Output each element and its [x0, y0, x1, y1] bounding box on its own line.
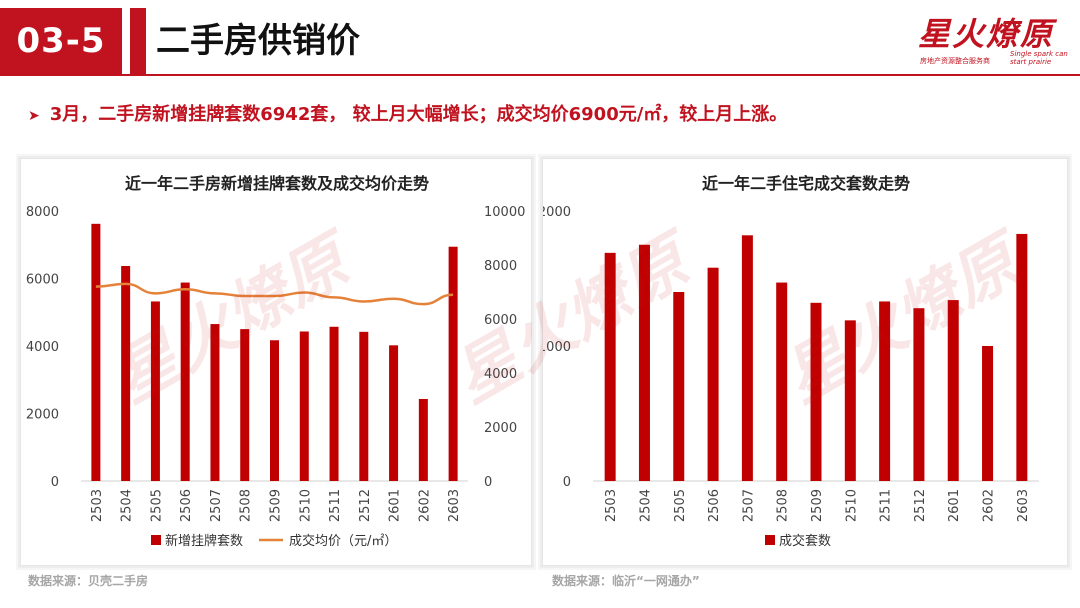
x-tick-label: 2512	[358, 489, 373, 522]
brand-logo: 星火燎原 房地产资源整合服务商 Single spark can start p…	[918, 14, 1068, 72]
y-tick-label: 2000	[26, 408, 59, 423]
bar-2601	[947, 300, 959, 481]
x-tick-label: 2511	[879, 489, 894, 522]
bar-2508	[240, 329, 250, 481]
x-tick-label: 2509	[810, 489, 825, 522]
x-tick-label: 2504	[120, 489, 135, 522]
x-tick-label: 2508	[776, 489, 791, 522]
summary-bullet: ➤ 3月，二手房新增挂牌套数6942套， 较上月大幅增长；成交均价6900元/㎡，…	[28, 100, 787, 126]
x-tick-label: 2509	[269, 489, 284, 522]
y-tick-label: 0	[51, 475, 59, 490]
logo-subtitle-en: Single spark can start prairie	[1010, 50, 1068, 66]
y2-tick-label: 10000	[484, 205, 525, 220]
logo-subtitle-cn: 房地产资源整合服务商	[920, 57, 990, 65]
x-tick-label: 2506	[179, 489, 194, 522]
x-tick-label: 2603	[447, 489, 462, 522]
y-tick-label: 2000	[543, 205, 571, 220]
source-note-left: 数据来源：贝壳二手房	[28, 574, 149, 588]
x-tick-label: 2510	[844, 489, 859, 522]
chart-title: 近一年二手住宅成交套数走势	[702, 174, 910, 193]
y2-tick-label: 6000	[484, 313, 517, 328]
logo-text: 星火燎原	[918, 15, 1055, 53]
bar-2504	[638, 244, 650, 481]
x-tick-label: 2511	[328, 489, 343, 522]
bar-2503	[604, 252, 616, 481]
summary-text: 3月，二手房新增挂牌套数6942套， 较上月大幅增长；成交均价6900元/㎡，较…	[49, 104, 788, 125]
listing-chart-panel: 近一年二手房新增挂牌套数及成交均价走势 0 2000 4000 6000 8000 0 200…	[20, 158, 532, 566]
legend-label: 新增挂牌套数	[165, 533, 243, 549]
bar-2603	[448, 246, 458, 481]
bar-2505	[150, 301, 160, 481]
x-tick-label: 2601	[388, 489, 403, 522]
deal-chart-panel: 近一年二手住宅成交套数走势 0 1000 2000 2503 2504 2505 2506 25…	[542, 158, 1068, 566]
bullet-arrow-icon: ➤	[28, 108, 40, 124]
x-tick-label: 2503	[90, 489, 105, 522]
x-tick-label: 2507	[741, 489, 756, 522]
bar-2511	[329, 326, 339, 481]
title-accent-bar	[130, 8, 146, 74]
x-tick-label: 2512	[913, 489, 928, 522]
x-tick-label: 2508	[239, 489, 254, 522]
y-tick-label: 1000	[543, 340, 571, 355]
page-title: 二手房供销价	[156, 21, 360, 61]
legend-label: 成交均价（元/㎡）	[289, 533, 397, 549]
y-tick-label: 0	[563, 475, 571, 490]
bar-2601	[389, 345, 399, 481]
bar-2508	[776, 282, 788, 481]
x-tick-label: 2504	[638, 489, 653, 522]
x-tick-label: 2602	[982, 489, 997, 522]
listing-price-chart: 近一年二手房新增挂牌套数及成交均价走势 0 2000 4000 6000 8000 0 200…	[26, 174, 525, 549]
bar-2506	[180, 282, 190, 481]
y2-tick-label: 4000	[484, 367, 517, 382]
bar-2505	[673, 292, 685, 481]
page-header: 03-5 二手房供销价 星火燎原 房地产资源整合服务商 Single spark…	[0, 0, 1080, 80]
bar-2510	[844, 320, 856, 481]
x-tick-label: 2603	[1016, 489, 1031, 522]
deal-count-chart: 近一年二手住宅成交套数走势 0 1000 2000 2503 2504 2505 2506 25…	[543, 174, 1039, 549]
x-tick-label: 2510	[298, 489, 313, 522]
x-tick-label: 2503	[604, 489, 619, 522]
bar-2506	[707, 267, 719, 481]
bar-2603	[1016, 233, 1028, 481]
legend-swatch-bar	[151, 535, 161, 545]
x-tick-label: 2507	[209, 489, 224, 522]
bar-2512	[359, 331, 369, 481]
y2-tick-label: 2000	[484, 421, 517, 436]
chart-title: 近一年二手房新增挂牌套数及成交均价走势	[125, 174, 429, 193]
bar-2602	[982, 346, 994, 481]
bar-2507	[210, 324, 220, 481]
source-note-right: 数据来源：临沂“一网通办”	[552, 574, 700, 588]
header-divider	[0, 74, 1080, 76]
bar-2510	[299, 331, 309, 481]
x-tick-label: 2505	[673, 489, 688, 522]
section-number: 03-5	[0, 8, 122, 74]
x-tick-label: 2506	[707, 489, 722, 522]
line-series-price	[95, 282, 454, 306]
y-tick-label: 4000	[26, 340, 59, 355]
bar-2503	[91, 223, 101, 481]
legend-swatch-bar	[765, 535, 775, 545]
y2-tick-label: 0	[484, 475, 492, 490]
bar-2509	[270, 340, 279, 481]
bar-2504	[121, 266, 131, 481]
bar-2509	[810, 302, 822, 481]
y-tick-label: 6000	[26, 273, 59, 288]
y2-tick-label: 8000	[484, 259, 517, 274]
x-tick-label: 2505	[149, 489, 164, 522]
y-tick-label: 8000	[26, 205, 59, 220]
x-tick-label: 2602	[417, 489, 432, 522]
bar-2511	[879, 301, 891, 481]
bar-2512	[913, 308, 925, 481]
legend-label: 成交套数	[779, 533, 831, 549]
x-tick-label: 2601	[947, 489, 962, 522]
bar-2507	[741, 235, 753, 481]
bar-2602	[418, 398, 428, 481]
